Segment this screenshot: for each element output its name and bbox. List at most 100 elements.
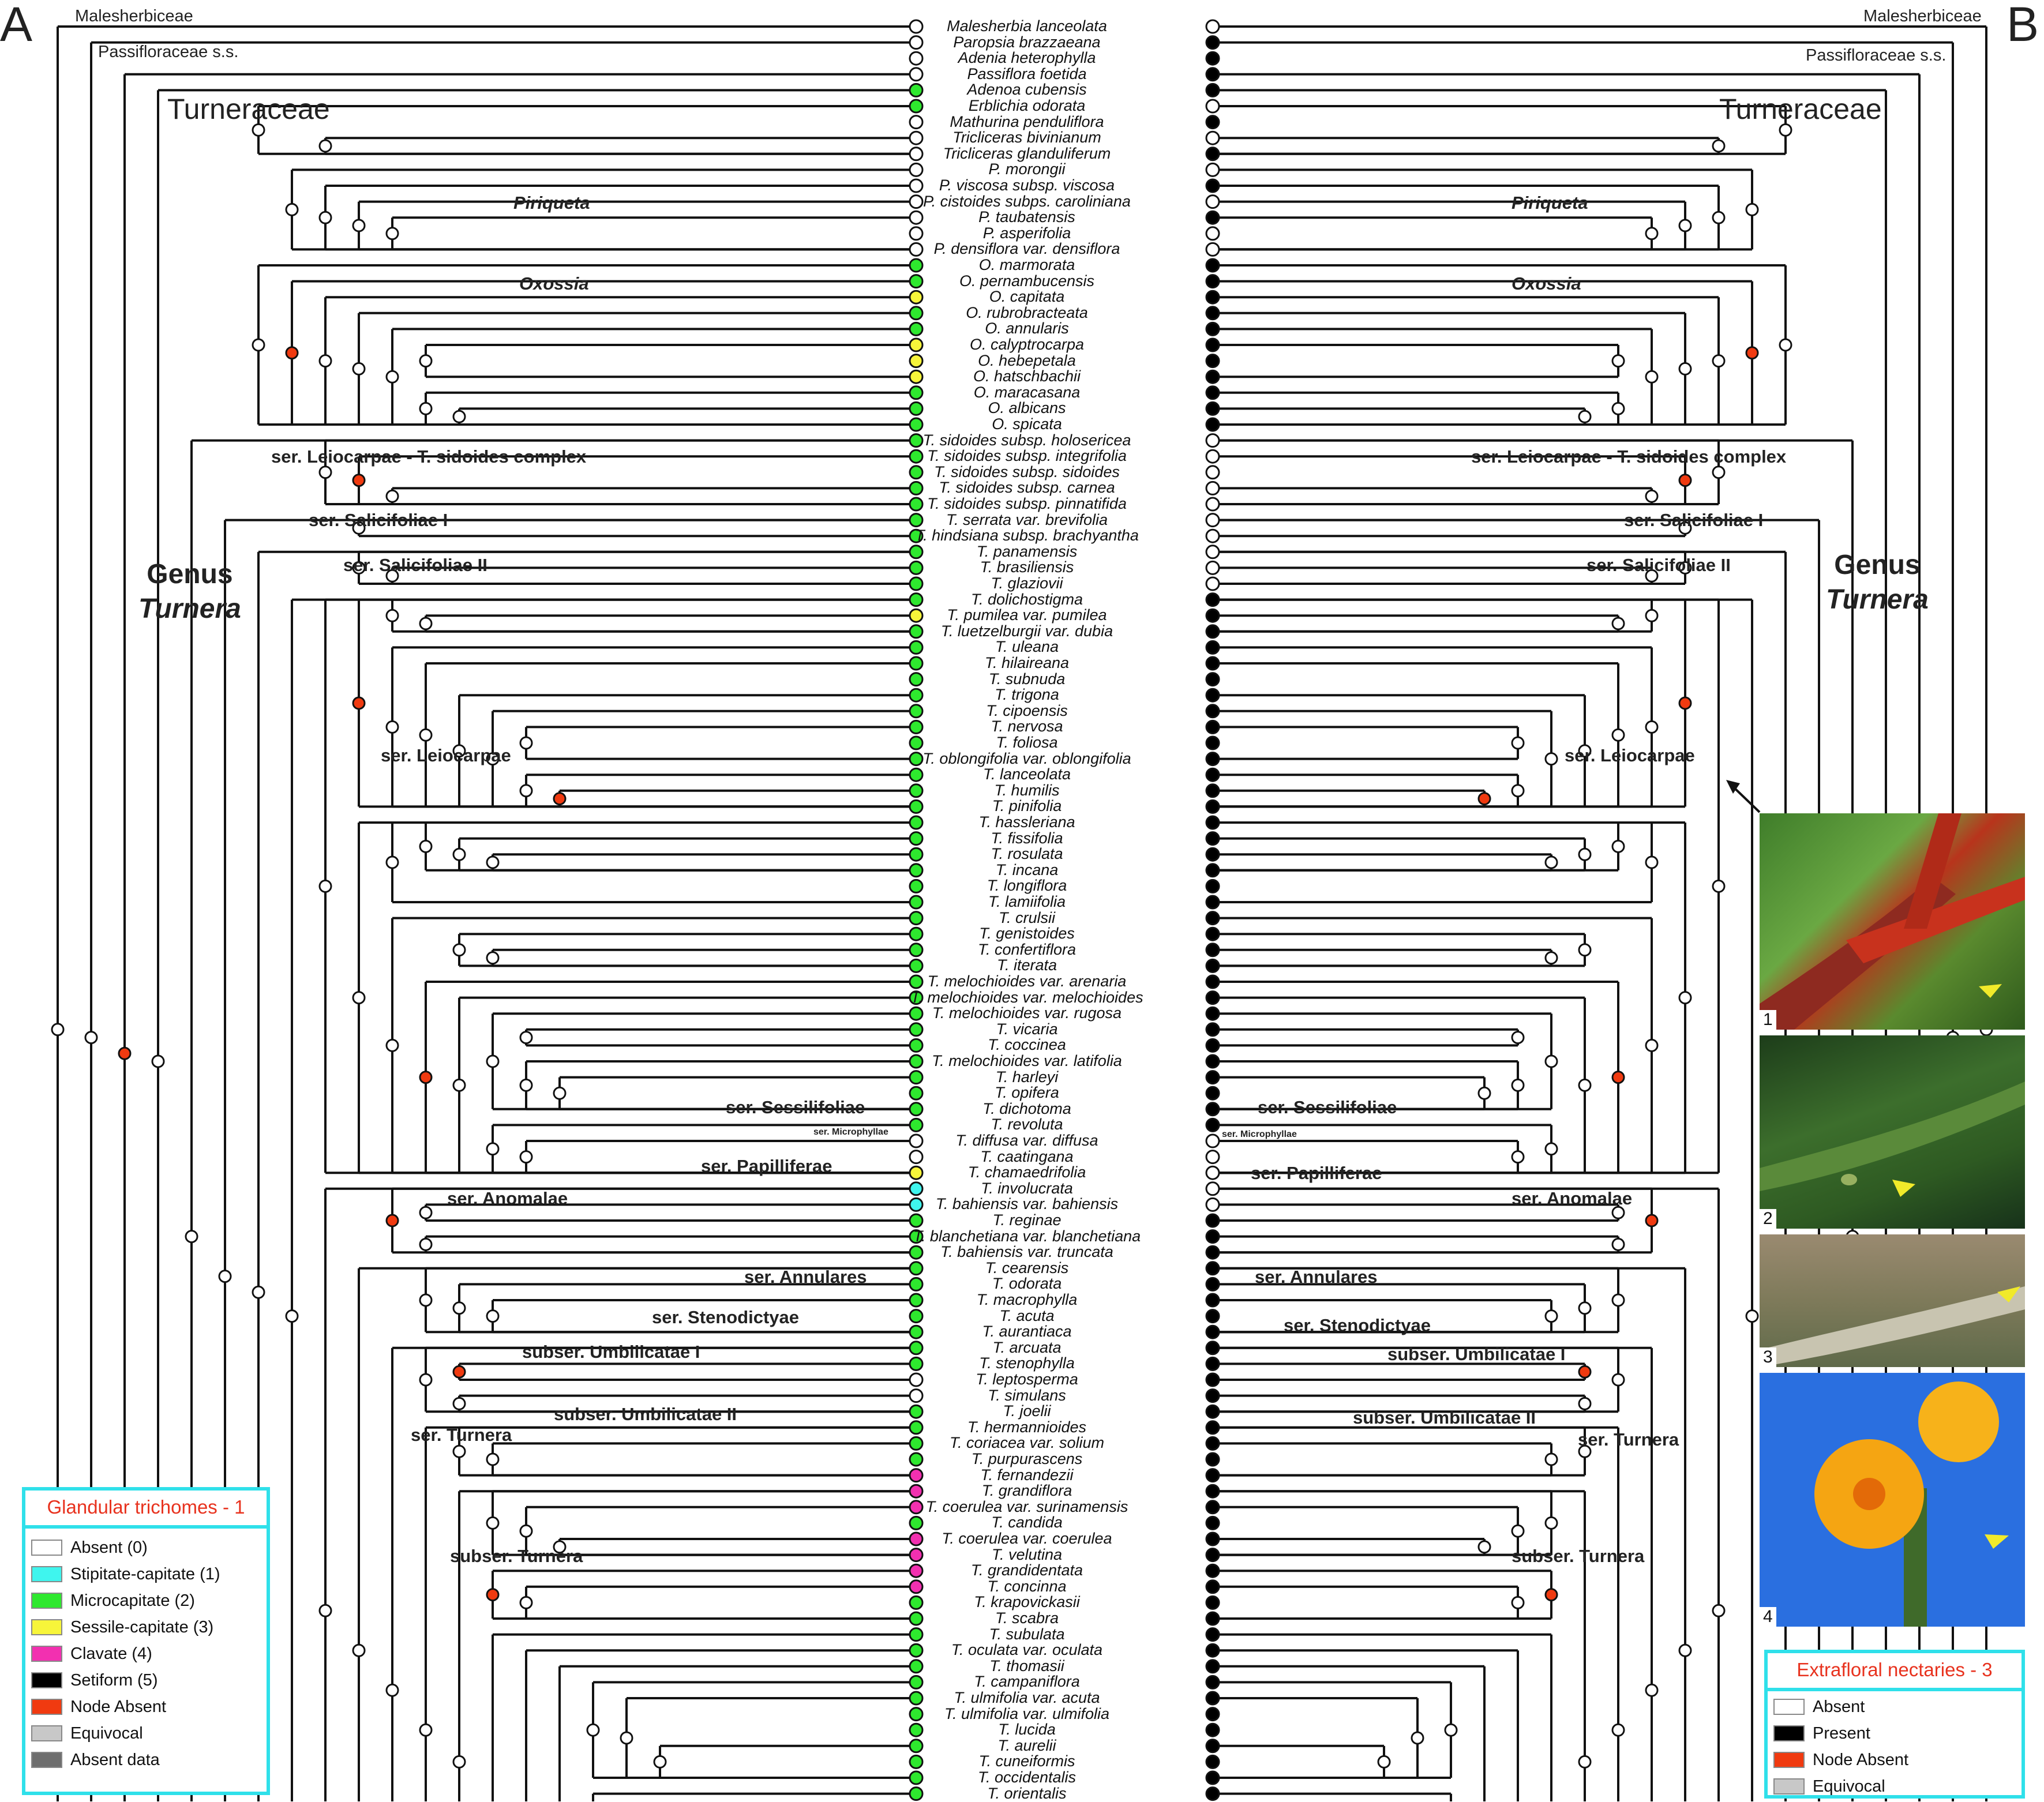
tip-state-marker	[909, 1754, 924, 1769]
tip-state-marker	[909, 226, 924, 241]
tree-node	[486, 1516, 500, 1530]
label-microphyllae-right: ser. Microphyllae	[1222, 1129, 1297, 1139]
taxon-label: T. uleana	[995, 638, 1059, 656]
tree-node	[1611, 1071, 1625, 1084]
tree-node	[385, 227, 399, 241]
tip-state-marker	[1205, 1436, 1220, 1451]
tip-state-marker	[909, 1484, 924, 1499]
tree-node	[1678, 474, 1692, 487]
tip-state-marker	[909, 258, 924, 273]
tree-node	[285, 1309, 299, 1323]
tree-node	[1779, 123, 1792, 137]
photo-1-number: 1	[1760, 1010, 1776, 1030]
tree-node	[1511, 1150, 1525, 1164]
tip-state-marker	[1205, 1468, 1220, 1483]
label-leiocarpae-left: ser. Leiocarpae	[381, 745, 511, 765]
tree-node	[486, 1588, 500, 1602]
tip-state-marker	[909, 911, 924, 926]
tip-state-marker	[1205, 1707, 1220, 1722]
tip-state-marker	[1205, 465, 1220, 480]
taxon-label: P. morongii	[988, 160, 1066, 178]
photo-1-drawing	[1760, 813, 2025, 1030]
taxon-label: T. coriacea var. solium	[949, 1434, 1105, 1452]
tip-state-marker	[1205, 1786, 1220, 1801]
taxon-label: Mathurina penduliflora	[950, 112, 1104, 130]
tree-node	[1578, 847, 1592, 861]
tree-node	[1511, 1524, 1525, 1538]
tip-state-marker	[909, 1691, 924, 1706]
tip-state-marker	[909, 337, 924, 352]
photo-nectary-1: 1	[1760, 813, 2025, 1030]
panel-letter-b: B	[2007, 0, 2039, 51]
photo-3-number: 3	[1760, 1347, 1776, 1367]
tip-state-marker	[909, 704, 924, 719]
legend-swatch	[31, 1699, 62, 1715]
tree-node	[352, 521, 366, 535]
panel-letter-a: A	[0, 0, 33, 51]
tree-node	[1544, 1588, 1558, 1602]
tree-node	[419, 617, 433, 630]
tip-state-marker	[1205, 67, 1220, 82]
legend-row: Node Absent	[25, 1694, 267, 1720]
legend-row: Stipitate-capitate (1)	[25, 1561, 267, 1587]
taxon-label: T. bahiensis var. truncata	[940, 1243, 1113, 1261]
tip-state-marker	[1205, 147, 1220, 162]
tip-state-marker	[909, 576, 924, 591]
genus-turnera-left: Genus Turnera	[138, 559, 241, 624]
tip-state-marker	[909, 1197, 924, 1212]
tip-state-marker	[1205, 528, 1220, 543]
photo-4-number: 4	[1760, 1607, 1776, 1627]
legend-label: Node Absent	[70, 1697, 167, 1716]
tip-state-marker	[909, 1117, 924, 1132]
tree-node	[419, 1071, 433, 1084]
taxon-label: Tricliceras glanduliferum	[943, 144, 1111, 162]
tip-state-marker	[909, 1452, 924, 1467]
tree-node	[452, 1755, 466, 1769]
tip-state-marker	[909, 815, 924, 830]
label-microphyllae-left: ser. Microphyllae	[813, 1127, 888, 1137]
taxon-label: T. cipoensis	[986, 701, 1068, 719]
taxon-label: T. oblongifolia var. oblongifolia	[922, 749, 1131, 767]
taxon-label: T. simulans	[988, 1386, 1066, 1404]
tree-node	[419, 1373, 433, 1387]
tree-node	[1645, 370, 1659, 384]
tip-state-marker	[1205, 290, 1220, 305]
tree-node	[486, 951, 500, 965]
tip-state-marker	[1205, 1022, 1220, 1037]
tree-node	[519, 1031, 533, 1045]
taxon-label: T. leptosperma	[976, 1371, 1078, 1388]
tree-node	[385, 609, 399, 622]
label-oxossia-left: Oxossia	[519, 273, 589, 294]
tip-state-marker	[909, 290, 924, 305]
tree-node	[1645, 720, 1659, 734]
tree-node	[1477, 1086, 1491, 1100]
legend-row: Absent	[1768, 1694, 2022, 1720]
label-salicifoliae-2-left: ser. Salicifoliae II	[343, 555, 487, 575]
tip-state-marker	[909, 513, 924, 528]
taxon-label: T. opifera	[995, 1084, 1059, 1102]
tree-node	[318, 879, 332, 893]
tip-state-marker	[909, 1404, 924, 1419]
taxon-label: P. cistoides subps. caroliniana	[923, 192, 1131, 210]
legend-swatch	[1773, 1778, 1805, 1795]
tree-node	[1544, 1309, 1558, 1323]
taxon-label: T. ulmifolia var. acuta	[954, 1689, 1100, 1706]
taxon-label: T. concinna	[987, 1577, 1067, 1595]
tip-state-marker	[1205, 1006, 1220, 1021]
tree-node	[452, 1396, 466, 1410]
taxon-label: O. capitata	[989, 288, 1065, 306]
tip-state-marker	[909, 545, 924, 560]
legend-row: Absent data	[25, 1747, 267, 1773]
tip-state-marker	[909, 974, 924, 989]
tip-state-marker	[1205, 1245, 1220, 1260]
tip-state-marker	[1205, 1150, 1220, 1165]
legend-nectaries-title: Extrafloral nectaries - 3	[1768, 1653, 2022, 1691]
taxon-label: T. aurelii	[997, 1736, 1056, 1754]
tree-node	[1578, 1078, 1592, 1092]
tree-node	[218, 1270, 232, 1283]
tip-state-marker	[909, 1070, 924, 1085]
taxon-label: T. coerulea var. coerulea	[942, 1530, 1112, 1547]
taxon-label: T. panamensis	[976, 542, 1078, 560]
tip-state-marker	[1205, 1500, 1220, 1515]
tip-state-marker	[1205, 545, 1220, 560]
